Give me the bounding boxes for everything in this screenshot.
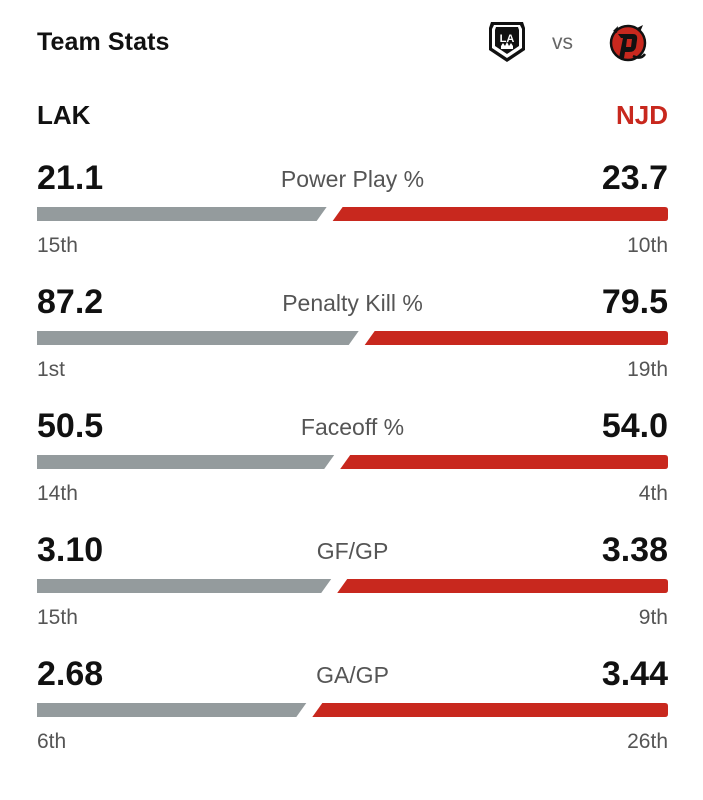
stat-label: GF/GP (316, 538, 389, 564)
stat-label: Faceoff % (300, 414, 405, 440)
home-bar (37, 331, 359, 345)
away-bar (312, 703, 668, 717)
comparison-bar (37, 207, 668, 221)
comparison-bar-svg (37, 455, 668, 469)
away-stat-rank: 19th (627, 358, 668, 381)
comparison-bar (37, 331, 668, 345)
comparison-bar-svg (37, 207, 668, 221)
away-bar (337, 579, 668, 593)
stat-label: GA/GP (316, 662, 389, 688)
away-stat-value: 79.5 (601, 283, 668, 321)
home-stat-value: 3.10 (37, 531, 104, 569)
home-stat-rank: 14th (37, 482, 78, 505)
home-stat-value: 50.5 (37, 407, 104, 445)
away-team-abbr: NJD (615, 100, 668, 130)
stat-row-gf-gp: 3.10 GF/GP 3.38 15th 9th (37, 530, 668, 640)
away-stat-value: 3.44 (601, 655, 668, 693)
header: Team Stats LA vs (37, 20, 668, 64)
stat-row-penalty-kill: 87.2 Penalty Kill % 79.5 1st 19th (37, 282, 668, 392)
away-stat-rank: 26th (627, 730, 668, 753)
home-bar (37, 703, 307, 717)
home-stat-value: 21.1 (37, 159, 104, 197)
home-stat-rank: 1st (37, 358, 66, 381)
comparison-bar-svg (37, 579, 668, 593)
away-stat-rank: 9th (638, 606, 668, 629)
away-stat-rank: 4th (638, 482, 668, 505)
home-stat-rank: 15th (37, 606, 78, 629)
away-bar (340, 455, 668, 469)
home-stat-rank: 15th (37, 234, 78, 257)
home-stat-value: 2.68 (37, 655, 104, 693)
away-bar (364, 331, 668, 345)
away-stat-value: 3.38 (601, 531, 668, 569)
page-title: Team Stats (37, 28, 170, 56)
la-kings-logo-text: LA (500, 33, 515, 45)
home-bar (37, 455, 335, 469)
stat-row-power-play: 21.1 Power Play % 23.7 15th 10th (37, 158, 668, 268)
stat-label: Power Play % (280, 166, 425, 192)
away-stat-rank: 10th (627, 234, 668, 257)
stat-label: Penalty Kill % (282, 290, 423, 316)
away-stat-value: 23.7 (601, 159, 668, 197)
home-bar (37, 207, 327, 221)
stat-row-faceoff: 50.5 Faceoff % 54.0 14th 4th (37, 406, 668, 516)
nj-devils-logo-icon[interactable] (607, 22, 647, 66)
away-stat-value: 54.0 (601, 407, 668, 445)
comparison-bar (37, 455, 668, 469)
home-bar (37, 579, 332, 593)
comparison-bar-svg (37, 703, 668, 717)
comparison-bar-svg (37, 331, 668, 345)
home-team-abbr: LAK (37, 100, 91, 130)
vs-label: vs (552, 31, 573, 54)
away-bar (332, 207, 668, 221)
la-kings-logo-icon[interactable]: LA (487, 20, 527, 64)
stat-row-ga-gp: 2.68 GA/GP 3.44 6th 26th (37, 654, 668, 764)
home-stat-value: 87.2 (37, 283, 104, 321)
home-stat-rank: 6th (37, 730, 67, 753)
comparison-bar (37, 579, 668, 593)
team-abbreviations: LAK NJD (37, 100, 668, 134)
comparison-bar (37, 703, 668, 717)
